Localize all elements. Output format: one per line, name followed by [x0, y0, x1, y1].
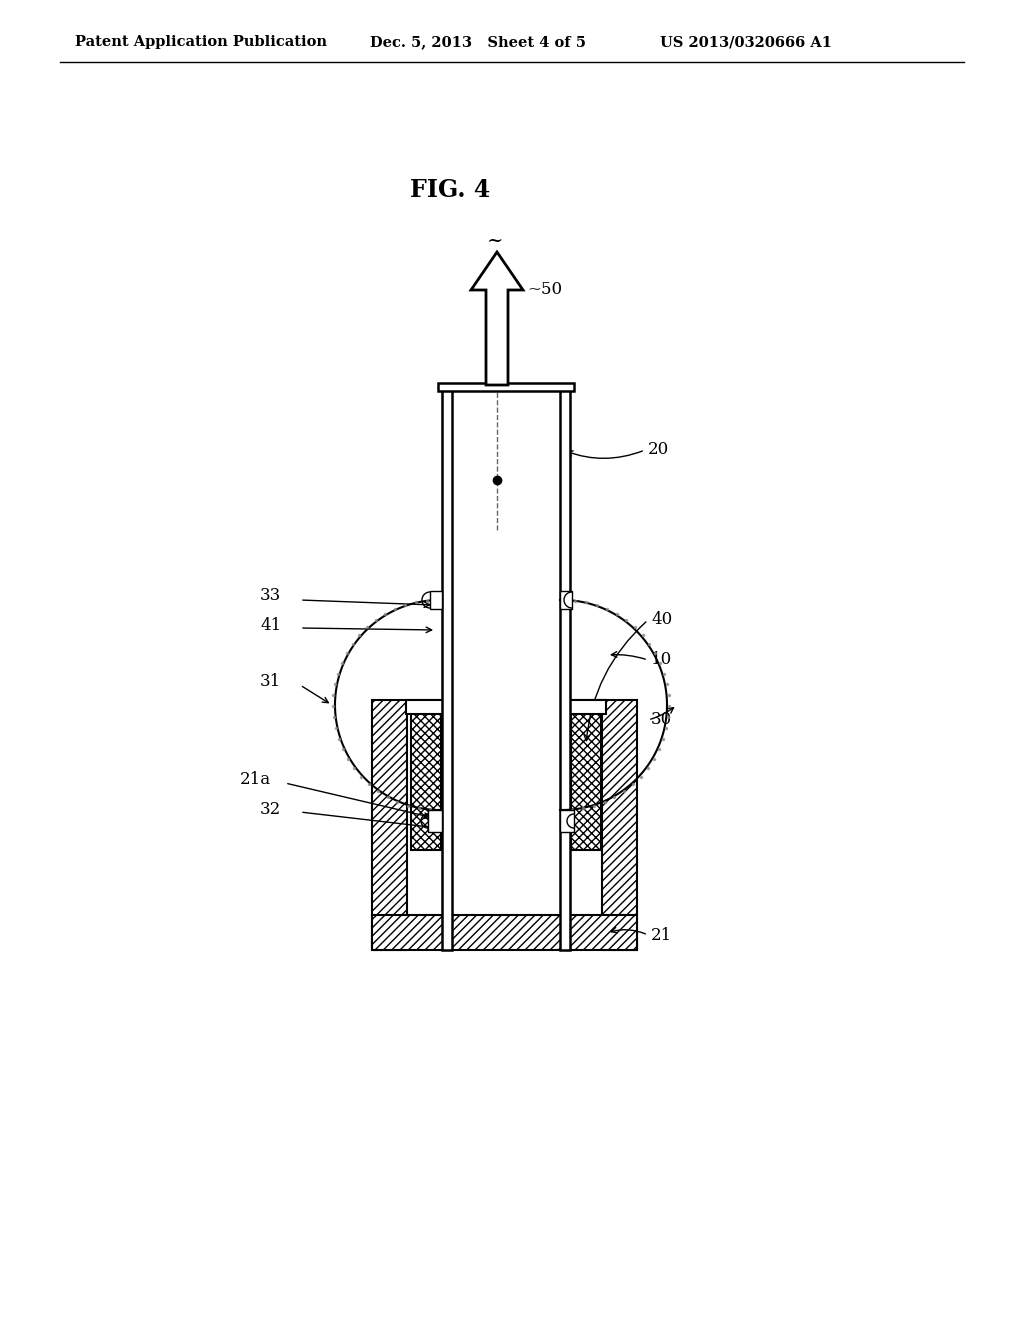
Bar — [372, 915, 637, 950]
Text: 31: 31 — [260, 673, 282, 690]
Text: 40: 40 — [651, 611, 672, 628]
Text: Dec. 5, 2013   Sheet 4 of 5: Dec. 5, 2013 Sheet 4 of 5 — [370, 36, 586, 49]
Bar — [566, 700, 606, 714]
Bar — [372, 700, 407, 950]
Text: 32: 32 — [260, 801, 282, 818]
Bar — [406, 700, 446, 714]
Text: US 2013/0320666 A1: US 2013/0320666 A1 — [660, 36, 831, 49]
Text: 30: 30 — [651, 711, 672, 729]
Text: ~50: ~50 — [527, 281, 562, 298]
Bar — [411, 700, 441, 850]
Text: 21a: 21a — [240, 771, 271, 788]
Bar — [438, 383, 574, 391]
Bar — [560, 385, 570, 950]
Text: 33: 33 — [260, 586, 282, 603]
Text: 10: 10 — [651, 652, 672, 668]
Text: 21: 21 — [651, 927, 672, 944]
Bar — [442, 385, 452, 950]
Bar — [602, 700, 637, 950]
Bar — [428, 810, 442, 832]
Bar — [571, 700, 601, 850]
FancyArrow shape — [471, 252, 523, 385]
Text: FIG. 4: FIG. 4 — [410, 178, 490, 202]
Bar — [560, 810, 574, 832]
Text: 41: 41 — [260, 616, 282, 634]
Text: ~: ~ — [486, 232, 503, 249]
Text: 20: 20 — [648, 441, 670, 458]
Bar — [430, 591, 442, 609]
Bar — [560, 591, 572, 609]
Text: Patent Application Publication: Patent Application Publication — [75, 36, 327, 49]
